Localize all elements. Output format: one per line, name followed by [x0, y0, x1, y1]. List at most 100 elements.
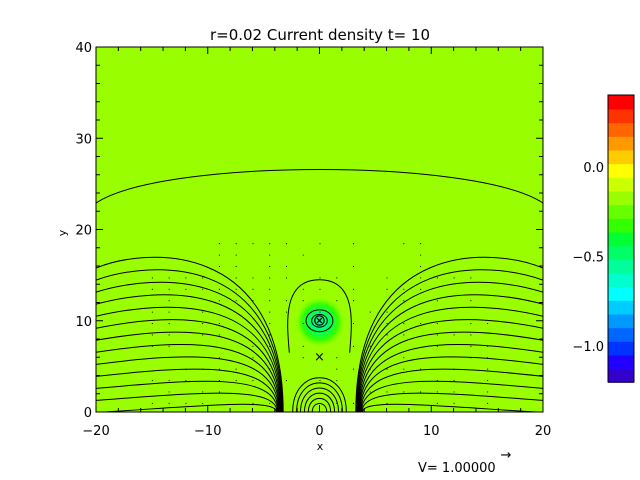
- colorbar-swatch: [608, 122, 634, 137]
- vector-dot: [236, 380, 237, 381]
- vector-dot: [202, 323, 203, 324]
- vector-dot: [437, 323, 438, 324]
- vector-dot: [353, 346, 354, 347]
- x-axis-label: x: [317, 440, 324, 453]
- vector-dot: [487, 380, 488, 381]
- vector-dot: [420, 289, 421, 290]
- x-tick-label: 0: [315, 424, 323, 439]
- vector-dot: [202, 312, 203, 313]
- vector-dot: [169, 380, 170, 381]
- vector-dot: [269, 277, 270, 278]
- vector-dot: [437, 300, 438, 301]
- vector-dot: [269, 323, 270, 324]
- vector-reference-label: V= 1.00000: [418, 461, 496, 476]
- vector-dot: [387, 289, 388, 290]
- vector-dot: [487, 369, 488, 370]
- vector-dot: [470, 357, 471, 358]
- vector-dot: [437, 346, 438, 347]
- vector-dot: [403, 312, 404, 313]
- vector-dot: [269, 312, 270, 313]
- vector-dot: [487, 323, 488, 324]
- vector-dot: [420, 243, 421, 244]
- vector-dot: [387, 403, 388, 404]
- vector-dot: [303, 323, 304, 324]
- vector-dot: [169, 346, 170, 347]
- y-tick-label: 20: [75, 224, 92, 239]
- vector-dot: [336, 300, 337, 301]
- vector-dot: [403, 289, 404, 290]
- vector-dot: [169, 289, 170, 290]
- colorbar-swatch: [608, 191, 634, 206]
- vector-dot: [403, 323, 404, 324]
- vector-dot: [336, 380, 337, 381]
- vector-dot: [219, 300, 220, 301]
- vector-dot: [470, 300, 471, 301]
- vector-dot: [219, 255, 220, 256]
- y-tick-label: 0: [84, 406, 92, 421]
- vector-dot: [454, 403, 455, 404]
- vector-dot: [169, 312, 170, 313]
- vector-dot: [387, 277, 388, 278]
- vector-dot: [487, 346, 488, 347]
- vector-dot: [252, 289, 253, 290]
- x-tick-label: −20: [82, 424, 109, 439]
- vector-dot: [152, 289, 153, 290]
- vector-dot: [286, 243, 287, 244]
- vector-dot: [236, 255, 237, 256]
- vector-dot: [169, 300, 170, 301]
- colorbar-swatch: [608, 259, 634, 274]
- vector-dot: [403, 334, 404, 335]
- vector-dot: [303, 255, 304, 256]
- vector-dot: [269, 289, 270, 290]
- vector-dot: [420, 323, 421, 324]
- vector-dot: [353, 300, 354, 301]
- colorbar-swatch: [608, 355, 634, 370]
- vector-dot: [269, 357, 270, 358]
- vector-dot: [219, 266, 220, 267]
- vector-dot: [470, 277, 471, 278]
- vector-dot: [169, 334, 170, 335]
- vector-dot: [269, 300, 270, 301]
- colorbar-swatch: [608, 136, 634, 151]
- vector-dot: [185, 380, 186, 381]
- vector-dot: [269, 403, 270, 404]
- vector-dot: [269, 266, 270, 267]
- vector-dot: [202, 289, 203, 290]
- vector-dot: [236, 300, 237, 301]
- vector-dot: [219, 380, 220, 381]
- vector-dot: [403, 300, 404, 301]
- vector-dot: [236, 243, 237, 244]
- vector-dot: [152, 346, 153, 347]
- colorbar-swatch: [608, 314, 634, 329]
- vector-dot: [286, 277, 287, 278]
- vector-dot: [353, 266, 354, 267]
- vector-dot: [336, 403, 337, 404]
- vector-dot: [202, 277, 203, 278]
- vector-dot: [152, 277, 153, 278]
- vector-dot: [219, 289, 220, 290]
- vector-dot: [387, 334, 388, 335]
- vector-dot: [269, 255, 270, 256]
- vector-dot: [437, 380, 438, 381]
- x-tick-label: 10: [423, 424, 440, 439]
- vector-dot: [219, 369, 220, 370]
- colorbar-swatch: [608, 150, 634, 165]
- vector-dot: [353, 243, 354, 244]
- y-axis-label: y: [56, 229, 69, 236]
- vector-dot: [236, 266, 237, 267]
- vector-dot: [219, 391, 220, 392]
- colorbar-swatch: [608, 273, 634, 288]
- vector-dot: [152, 312, 153, 313]
- vector-dot: [387, 312, 388, 313]
- vector-dot: [437, 277, 438, 278]
- colorbar-swatch: [608, 109, 634, 124]
- vector-dot: [152, 403, 153, 404]
- vector-dot: [454, 334, 455, 335]
- colorbar-swatch: [608, 177, 634, 192]
- vector-dot: [236, 369, 237, 370]
- vector-dot: [437, 334, 438, 335]
- vector-dot: [185, 403, 186, 404]
- colorbar-tick-label: −1.0: [572, 340, 604, 355]
- colorbar-swatch: [608, 341, 634, 356]
- colorbar-swatch: [608, 218, 634, 233]
